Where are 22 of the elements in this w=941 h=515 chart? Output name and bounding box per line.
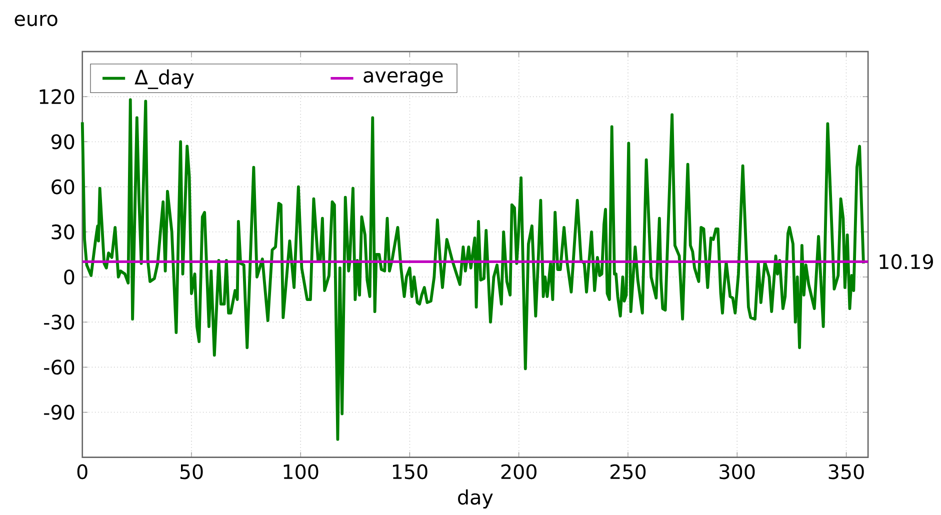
- y-tick-label: -30: [44, 314, 74, 330]
- y-tick-label: 30: [52, 224, 74, 240]
- x-tick-label: 50: [180, 464, 203, 480]
- y-tick-label: 60: [52, 179, 74, 194]
- x-tick-label: 100: [284, 464, 318, 480]
- legend-label: Δ_day: [134, 69, 194, 89]
- x-tick-label: 200: [501, 464, 536, 480]
- y-tick-label: -90: [44, 404, 74, 420]
- x-tick-label: 300: [720, 464, 755, 480]
- x-tick-label: 150: [392, 464, 428, 480]
- x-tick-label: 350: [828, 464, 864, 480]
- x-axis-title: day: [458, 489, 493, 508]
- x-tick-label: 0: [77, 464, 88, 480]
- y-tick-label: 120: [40, 89, 74, 104]
- legend-label: average: [364, 71, 443, 86]
- y-axis-title: euro: [14, 14, 58, 26]
- y-tick-label: 90: [51, 134, 74, 150]
- x-tick-label: 250: [610, 464, 646, 480]
- line-series: [80, 98, 865, 441]
- y-tick-label: 0: [64, 269, 74, 284]
- y-tick-label: -60: [44, 360, 74, 375]
- annotation: 10.19: [880, 254, 933, 270]
